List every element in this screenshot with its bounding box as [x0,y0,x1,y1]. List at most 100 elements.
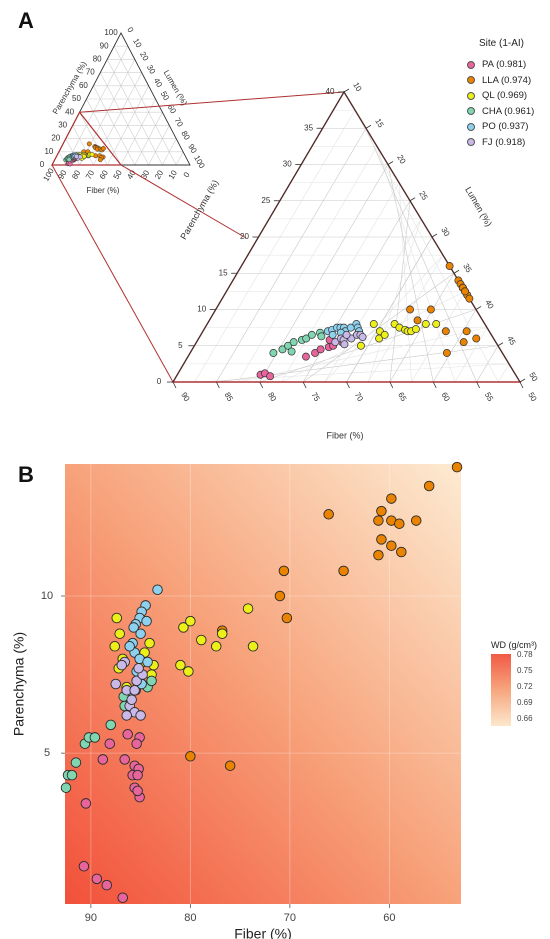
x-tick-label: 60 [383,912,395,924]
parenchyma-axis-title: Parenchyma (%) [178,178,220,241]
parenchyma-tick: 40 [326,87,335,96]
data-point [142,656,153,668]
data-point [196,634,207,646]
data-point [178,622,189,633]
zoom-data-point [358,333,367,341]
fiber-tick: 0 [182,170,192,179]
data-point [110,678,121,690]
fiber-tick-mark [432,381,437,389]
parenchyma-tick: 50 [72,94,81,103]
grid-line [148,125,170,166]
zoom-data-point [340,340,349,349]
data-point [105,719,117,731]
data-point [116,659,127,671]
overview-data-point [100,146,106,151]
lumen-tick: 10 [131,37,144,50]
fiber-tick: 60 [98,168,111,181]
data-point [210,641,222,652]
lumen-tick: 100 [192,154,207,171]
fiber-tick-mark [346,381,350,389]
fiber-tick: 90 [56,168,69,181]
zoom-region-outline [51,111,123,166]
parenchyma-tick: 15 [219,268,228,277]
data-point [242,603,254,614]
data-point [224,760,236,771]
data-point [141,615,152,627]
zoom-data-point [459,338,468,347]
data-point [89,732,101,743]
fiber-tick: 75 [309,391,322,404]
parenchyma-tick: 100 [104,28,118,37]
wd-background [65,464,461,904]
lumen-axis-title: Lumen (%) [162,69,190,108]
data-point [183,666,194,677]
legend-entry: FJ (0.918) [467,135,534,151]
grid-line [387,164,434,383]
data-point [451,461,463,473]
zoom-data-point [432,320,441,328]
data-point [274,590,286,602]
parenchyma-tick: 0 [40,160,45,169]
data-point [80,798,92,809]
grid-line [72,125,94,166]
grid-line [281,182,400,383]
zoom-data-point [287,347,296,356]
grid-line [194,109,356,383]
data-point [109,641,120,652]
data-point [126,694,137,705]
grid-line [175,151,184,166]
lumen-tick: 50 [159,90,172,103]
legend-marker [467,91,475,100]
grid-line [134,112,163,166]
zoom-data-point [406,305,415,314]
legend-marker [467,60,475,69]
parenchyma-tick: 10 [197,305,206,314]
x-tick-label: 70 [284,912,296,924]
parenchyma-tick: 80 [93,55,102,64]
overview-data-point [74,153,79,159]
legend-label: QL (0.969) [482,90,528,102]
overview-data-point [97,157,103,163]
parenchyma-tick: 30 [58,121,67,130]
fiber-tick: 70 [84,168,97,181]
zoom-data-point [301,352,310,361]
fiber-tick: 90 [179,391,192,404]
lumen-tick-mark [453,269,460,274]
lumen-tick: 45 [505,334,518,347]
y-tick-label: 10 [41,590,53,602]
fiber-tick: 10 [167,168,180,181]
data-point [338,565,349,577]
data-point [91,873,103,885]
data-point [97,754,109,765]
data-point [114,628,125,639]
zoom-connector [51,164,174,383]
fiber-tick: 80 [266,391,279,404]
legend-label: PA (0.981) [482,59,527,71]
fiber-axis-title: Fiber (%) [87,186,120,195]
lumen-tick: 20 [395,153,408,166]
zoom-data-point [284,341,293,350]
lumen-tick: 70 [173,116,186,129]
site-legend: Site (1-AI) PA (0.981) LLA (0.974) QL (0.9… [467,38,534,150]
lumen-tick: 30 [439,226,452,239]
data-point [323,509,334,520]
data-point [185,751,196,762]
zoom-data-point [356,341,365,350]
data-point [396,546,407,558]
zoom-data-point [328,330,337,339]
data-point [132,769,143,781]
grid-line [389,200,411,383]
zoom-connector [79,91,345,113]
lumen-tick-mark [519,378,526,383]
grid-line [237,146,378,383]
lumen-tick: 30 [145,63,158,76]
data-point [70,757,82,768]
wd-tick-label: 0.78 [517,650,533,659]
data-point [135,710,146,721]
data-point [104,738,116,749]
site-legend-title: Site (1-AI) [479,38,525,49]
zoom-data-point [266,372,275,381]
parenchyma-tick: 35 [304,123,313,132]
grid-line [58,151,67,166]
